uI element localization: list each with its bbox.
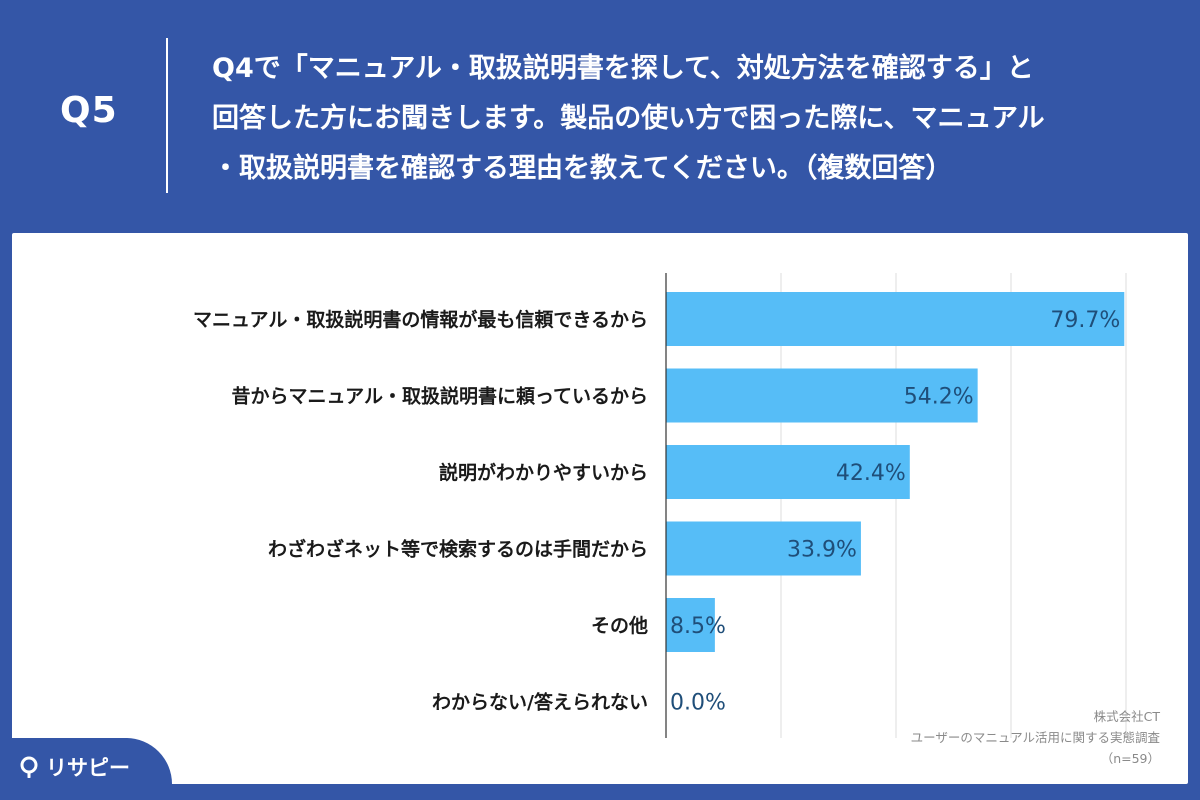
- value-label: 54.2%: [904, 385, 974, 410]
- bar: [666, 521, 861, 576]
- category-label: わからない/答えられない: [432, 691, 648, 714]
- header-divider: [166, 38, 168, 193]
- question-header: Q5 Q4で「マニュアル・取扱説明書を探して、対処方法を確認する」と 回答した方…: [0, 0, 1200, 225]
- bar-chart: マニュアル・取扱説明書の情報が最も信頼できるから 79.7% 昔からマニュアル・取扱…: [193, 273, 1127, 738]
- value-label: 0.0%: [670, 691, 726, 716]
- question-number: Q5: [60, 90, 118, 131]
- question-line: 回答した方にお聞きします。製品の使い方で困った際に、マニュアル: [212, 103, 1045, 134]
- bar: [666, 368, 978, 423]
- source-note: 株式会社CT ユーザーのマニュアル活用に関する実態調査 （n=59）: [911, 706, 1160, 769]
- logo-text: リサピー: [46, 756, 130, 780]
- question-line: ・取扱説明書を確認する理由を教えてください。（複数回答）: [212, 153, 953, 184]
- pin-icon: [20, 756, 38, 778]
- value-label: 8.5%: [670, 614, 726, 639]
- value-label: 33.9%: [787, 538, 857, 563]
- brand-logo: リサピー: [18, 752, 130, 782]
- question-line: Q4で「マニュアル・取扱説明書を探して、対処方法を確認する」と: [212, 53, 1034, 84]
- question-text: Q4で「マニュアル・取扱説明書を探して、対処方法を確認する」と 回答した方にお聞…: [212, 44, 1172, 194]
- value-label: 79.7%: [1050, 308, 1120, 333]
- bar: [666, 598, 715, 652]
- category-label: その他: [591, 614, 648, 637]
- category-label: 昔からマニュアル・取扱説明書に頼っているから: [232, 385, 648, 408]
- source-survey: ユーザーのマニュアル活用に関する実態調査: [910, 730, 1160, 745]
- source-company: 株式会社CT: [1093, 709, 1160, 724]
- bar: [666, 445, 910, 499]
- source-sample: （n=59）: [1100, 751, 1160, 766]
- logo-tab: [0, 738, 172, 800]
- bar: [666, 292, 1125, 346]
- category-label: マニュアル・取扱説明書の情報が最も信頼できるから: [193, 308, 648, 331]
- value-label: 42.4%: [836, 461, 906, 486]
- category-label: わざわざネット等で検索するのは手間だから: [268, 538, 648, 561]
- category-label: 説明がわかりやすいから: [439, 461, 648, 484]
